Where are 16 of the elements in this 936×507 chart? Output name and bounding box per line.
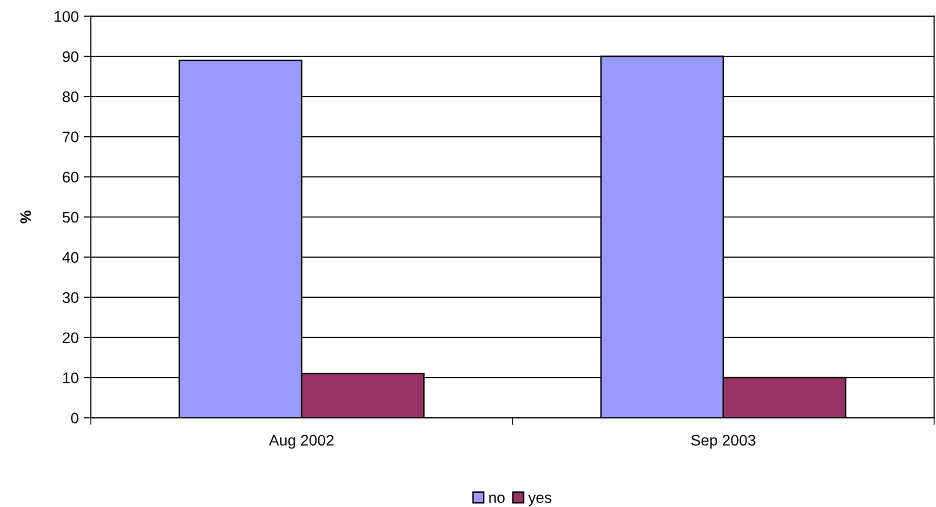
y-tick-label: 30 (62, 292, 78, 303)
y-axis-title: % (20, 210, 32, 224)
y-tick-label: 80 (62, 91, 78, 102)
y-tick-label: 50 (62, 212, 78, 223)
y-tick-label: 60 (62, 172, 78, 183)
y-tick-label: 90 (62, 51, 78, 62)
y-tick-label: 0 (71, 412, 78, 424)
y-tick-label: 70 (62, 132, 78, 142)
y-tick-label: 40 (62, 252, 78, 263)
x-tick-label: Aug 2002 (268, 434, 334, 449)
y-tick-label: 100 (54, 11, 78, 22)
legend-label: no (489, 494, 505, 503)
x-tick-label: Sep 2003 (691, 434, 756, 449)
y-tick-label: 10 (63, 372, 78, 384)
y-tick-label: 20 (62, 332, 78, 344)
legend-label: yes (528, 494, 552, 506)
